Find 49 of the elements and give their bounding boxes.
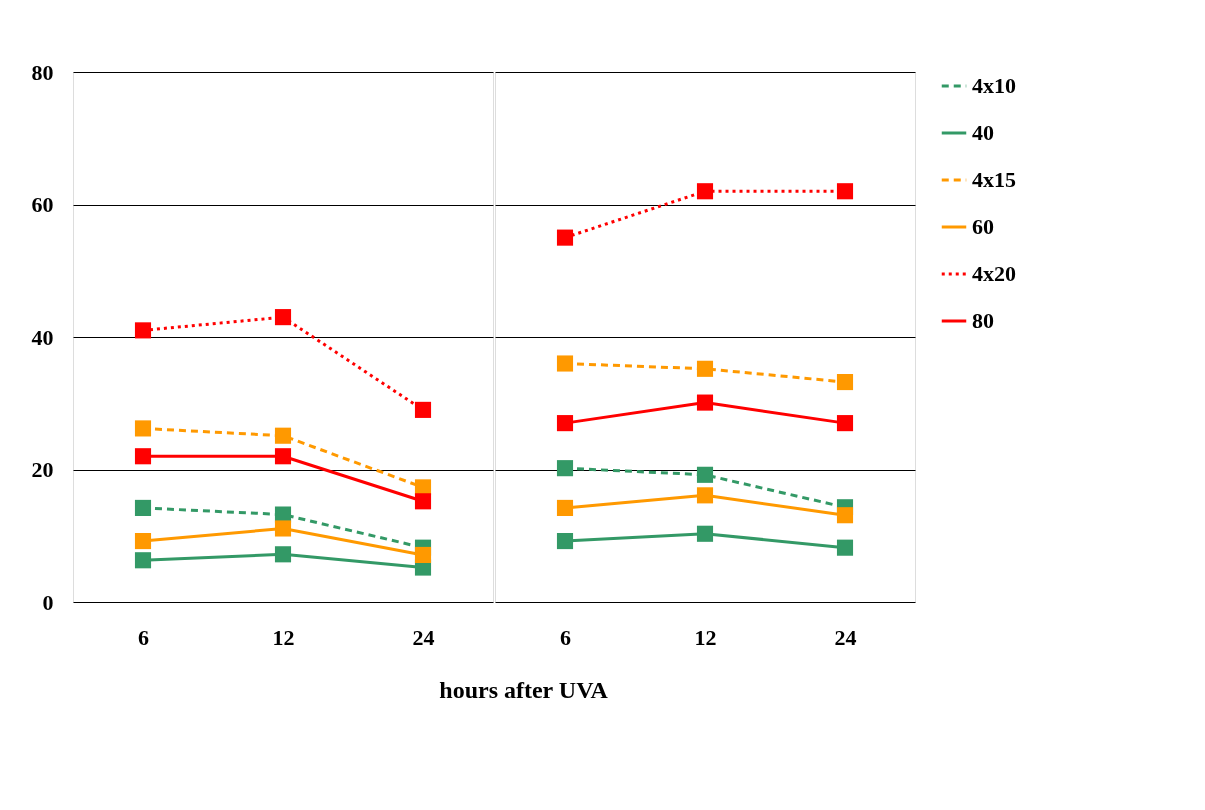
point <box>274 520 292 537</box>
point <box>556 499 574 516</box>
point <box>414 401 432 418</box>
point <box>556 355 574 372</box>
point <box>696 466 714 483</box>
x-tick-label: 12 <box>694 624 717 650</box>
legend-label: 80 <box>972 308 994 333</box>
x-tick-label: 6 <box>560 624 571 650</box>
y-tick-label: 80 <box>31 59 54 85</box>
x-tick-label: 6 <box>138 624 149 650</box>
point <box>836 539 854 556</box>
point <box>556 532 574 550</box>
point <box>134 532 152 550</box>
point <box>556 415 574 432</box>
point <box>836 415 854 432</box>
legend-label: 40 <box>972 120 994 145</box>
point <box>274 309 292 326</box>
legend-label: 4x15 <box>972 167 1016 192</box>
x-tick-label: 24 <box>412 624 435 650</box>
y-tick-label: 60 <box>31 192 54 217</box>
point <box>836 507 854 524</box>
y-tick-label: 20 <box>31 457 54 482</box>
point <box>134 420 152 437</box>
point <box>836 373 854 391</box>
point <box>696 525 714 542</box>
point <box>696 394 714 411</box>
point <box>274 546 292 563</box>
x-tick-label: 24 <box>834 624 857 650</box>
x-tick-label: 12 <box>272 624 295 650</box>
point <box>414 493 432 510</box>
x-axis-title: hours after UVA <box>439 676 609 703</box>
legend-label: 4x10 <box>972 73 1016 98</box>
point <box>696 487 714 504</box>
point <box>696 360 714 377</box>
point <box>556 460 574 477</box>
point <box>134 448 152 465</box>
legend-label: 4x20 <box>972 261 1016 286</box>
point <box>414 546 432 564</box>
point <box>696 183 714 200</box>
y-tick-label: 40 <box>31 324 54 350</box>
point <box>556 229 574 246</box>
legend-label: 60 <box>972 214 994 239</box>
point <box>134 322 152 339</box>
point <box>274 427 292 444</box>
y-tick-label: 0 <box>42 589 54 615</box>
point <box>134 552 152 569</box>
point <box>134 499 152 516</box>
point <box>274 448 292 465</box>
point <box>836 183 854 200</box>
